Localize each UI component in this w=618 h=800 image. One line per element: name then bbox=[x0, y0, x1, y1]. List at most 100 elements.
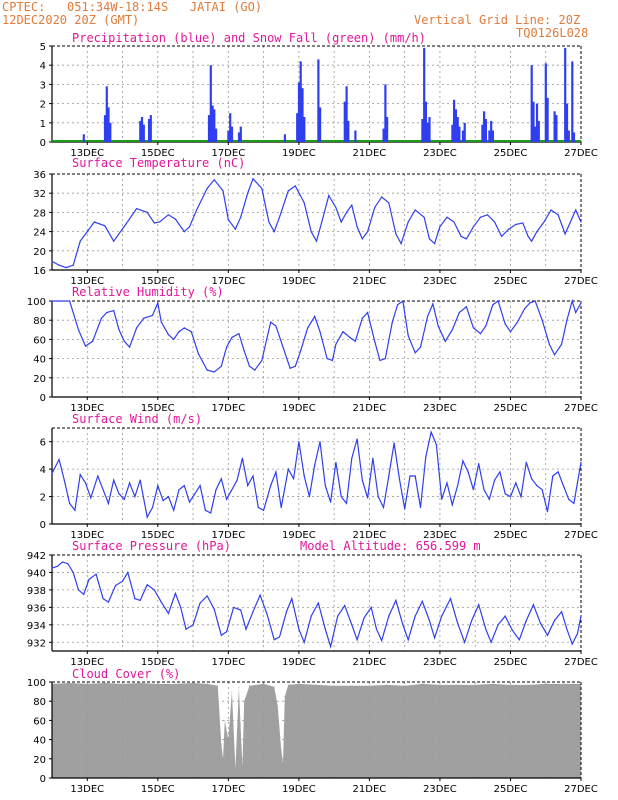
pres-ytick-934: 934 bbox=[27, 621, 46, 632]
wind-point-33 bbox=[231, 489, 233, 491]
wind-point-55 bbox=[351, 457, 353, 459]
precip-bar-60 bbox=[553, 111, 556, 142]
pres-point-69 bbox=[497, 624, 499, 626]
precip-bar-8 bbox=[148, 119, 151, 142]
pres-xtick-15DEC: 15DEC bbox=[141, 657, 175, 668]
rh-point-26 bbox=[231, 336, 233, 339]
temp-xtick-19DEC: 19DEC bbox=[282, 276, 316, 287]
rh-point-35 bbox=[289, 367, 291, 369]
rh-point-33 bbox=[275, 325, 277, 327]
cloud-point-41 bbox=[527, 684, 529, 686]
pres-point-42 bbox=[317, 602, 319, 604]
cloud-point-11 bbox=[220, 743, 222, 745]
cloud-point-30 bbox=[333, 685, 335, 687]
precip-bar-30 bbox=[347, 120, 350, 142]
wind-point-59 bbox=[372, 457, 374, 459]
wind-point-20 bbox=[162, 500, 164, 502]
temp-ytick-36: 36 bbox=[33, 170, 46, 181]
cloud-point-37 bbox=[457, 684, 459, 686]
wind-point-80 bbox=[483, 489, 485, 491]
wind-point-67 bbox=[414, 475, 416, 477]
pres-point-47 bbox=[351, 624, 353, 626]
cloud-point-15 bbox=[231, 691, 233, 693]
pres-point-24 bbox=[199, 602, 201, 604]
cloud-point-39 bbox=[492, 683, 494, 685]
pres-point-53 bbox=[388, 615, 390, 617]
rh-point-71 bbox=[509, 331, 512, 333]
wind-point-57 bbox=[361, 479, 363, 481]
wind-point-79 bbox=[478, 463, 480, 465]
precip-bar-40 bbox=[451, 124, 454, 142]
rh-point-27 bbox=[238, 333, 240, 335]
rh-point-30 bbox=[254, 369, 256, 371]
rh-point-21 bbox=[197, 353, 199, 355]
pres-point-57 bbox=[414, 615, 416, 617]
pres-point-58 bbox=[421, 600, 423, 602]
rh-point-7 bbox=[113, 310, 115, 312]
station-header: CPTEC: 051:34W-18:14S JATAI (GO) bbox=[2, 0, 263, 14]
pres-point-16 bbox=[146, 584, 148, 586]
rh-point-11 bbox=[136, 327, 138, 329]
wind-point-50 bbox=[324, 485, 326, 487]
rh-point-76 bbox=[541, 319, 543, 321]
pres-point-22 bbox=[185, 628, 187, 630]
wind-point-54 bbox=[345, 502, 348, 504]
cloud-point-29 bbox=[316, 684, 317, 686]
pres-point-28 bbox=[226, 631, 228, 633]
pres-point-77 bbox=[553, 619, 556, 622]
temp-point-66 bbox=[515, 223, 517, 225]
wind-point-24 bbox=[183, 485, 185, 487]
temp-point-11 bbox=[146, 211, 148, 213]
temp-point-65 bbox=[508, 228, 510, 230]
cloud-point-34 bbox=[404, 685, 406, 687]
pres-point-60 bbox=[434, 637, 436, 639]
precip-bar-15 bbox=[227, 130, 230, 142]
wind-point-8 bbox=[97, 475, 99, 477]
precip-bar-36 bbox=[423, 47, 426, 142]
wind-point-2 bbox=[63, 479, 65, 481]
wind-point-45 bbox=[298, 441, 300, 443]
precip-bar-45 bbox=[461, 130, 465, 142]
rh-point-82 bbox=[575, 311, 577, 314]
precip-bar-50 bbox=[488, 130, 491, 142]
temp-point-17 bbox=[188, 226, 191, 228]
rh-point-60 bbox=[437, 325, 439, 327]
rh-point-53 bbox=[397, 304, 399, 306]
wind-ytick-4: 4 bbox=[40, 465, 46, 476]
rh-point-2 bbox=[77, 329, 80, 331]
precip-bar-3 bbox=[107, 107, 110, 142]
temp-point-15 bbox=[174, 218, 176, 220]
wind-point-30 bbox=[215, 489, 217, 491]
pres-annotation: Model Altitude: 656.599 m bbox=[300, 539, 481, 553]
cloud-point-43 bbox=[562, 683, 564, 685]
wind-point-34 bbox=[236, 479, 238, 481]
wind-point-95 bbox=[562, 485, 565, 487]
pres-point-81 bbox=[576, 632, 579, 635]
pres-point-73 bbox=[525, 619, 527, 622]
cloud-ytick-40: 40 bbox=[33, 736, 46, 747]
pres-xtick-21DEC: 21DEC bbox=[353, 657, 387, 668]
rh-point-41 bbox=[326, 358, 328, 360]
pres-point-3 bbox=[67, 563, 69, 565]
pres-point-36 bbox=[278, 636, 281, 638]
wind-point-70 bbox=[430, 431, 432, 433]
pres-point-35 bbox=[273, 639, 275, 641]
temp-point-53 bbox=[428, 238, 430, 240]
precip-bar-55 bbox=[534, 126, 537, 142]
temp-point-9 bbox=[125, 223, 127, 225]
rh-point-83 bbox=[580, 302, 582, 304]
wind-point-26 bbox=[194, 493, 196, 495]
wind-point-87 bbox=[520, 496, 522, 498]
precip-xtick-17DEC: 17DEC bbox=[211, 148, 245, 159]
pres-point-68 bbox=[490, 641, 492, 643]
pres-point-62 bbox=[449, 598, 452, 600]
rh-point-38 bbox=[307, 327, 309, 329]
wind-point-22 bbox=[173, 509, 175, 511]
wind-point-5 bbox=[79, 474, 81, 476]
wind-point-91 bbox=[541, 489, 543, 491]
temp-point-56 bbox=[446, 216, 448, 218]
rh-xtick-17DEC: 17DEC bbox=[211, 403, 245, 414]
cloud-xtick-21DEC: 21DEC bbox=[353, 784, 387, 795]
cloud-point-23 bbox=[277, 705, 279, 707]
pres-point-2 bbox=[62, 561, 64, 563]
